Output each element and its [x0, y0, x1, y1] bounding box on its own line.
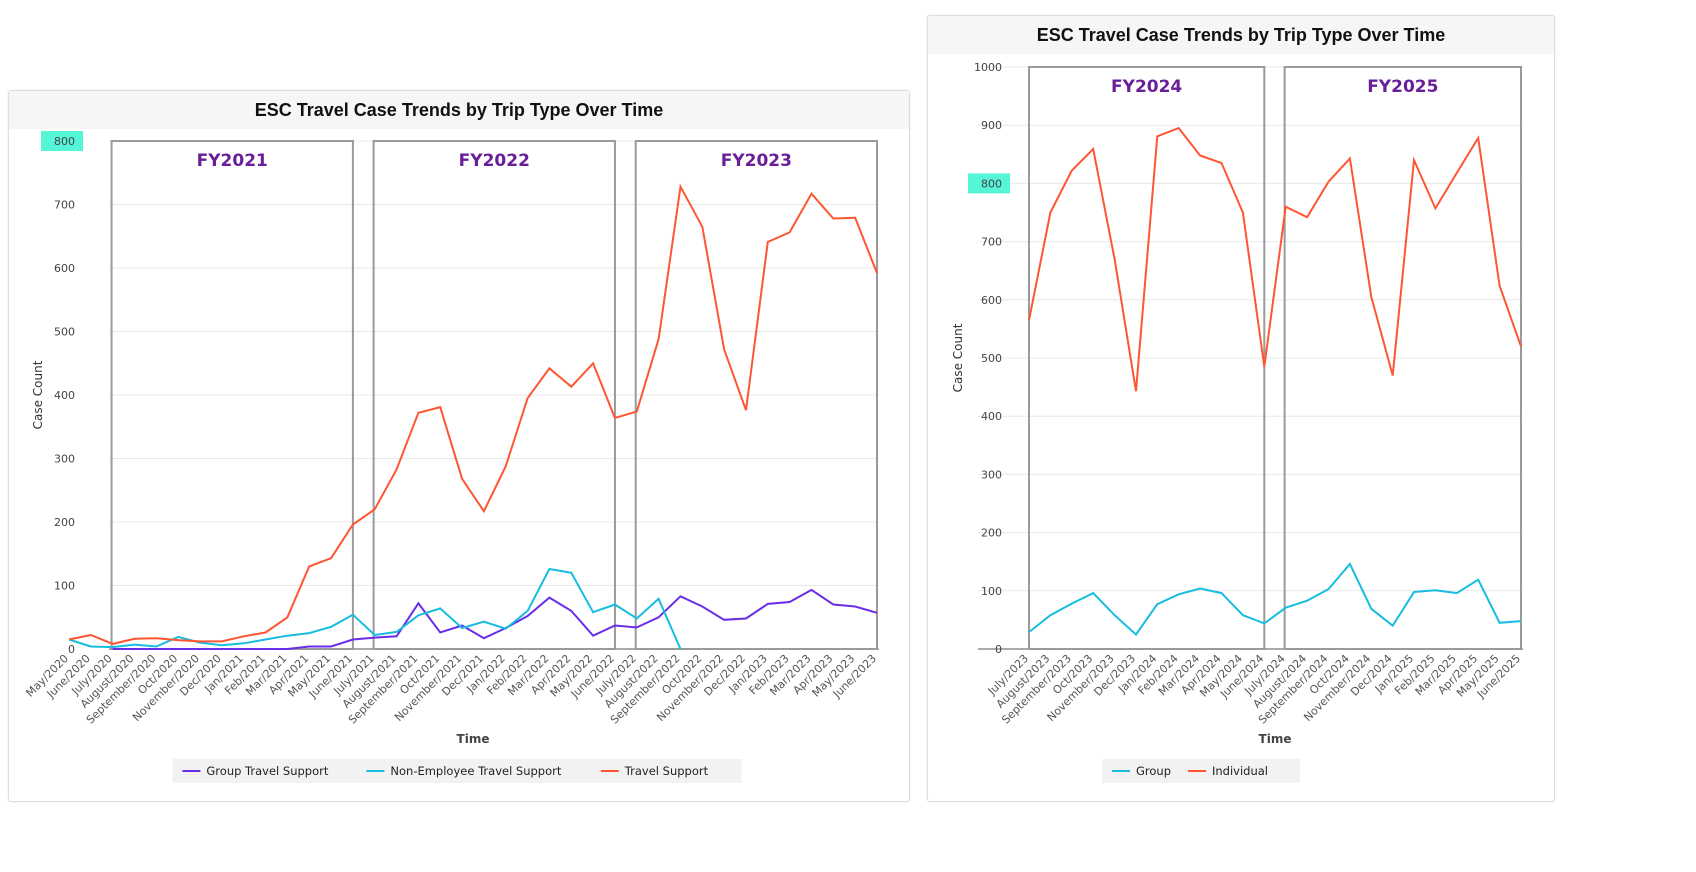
series-line-individual	[1028, 126, 1522, 392]
y-tick-label: 700	[981, 236, 1002, 249]
x-axis-title: Time	[457, 732, 490, 746]
fiscal-year-label: FY2023	[721, 151, 792, 171]
y-tick-label: 0	[995, 643, 1002, 656]
y-axis-title: Case Count	[951, 323, 965, 392]
y-tick-label: 100	[54, 580, 75, 593]
legend-label: Group	[1136, 764, 1171, 778]
y-tick-label: 200	[54, 516, 75, 529]
y-tick-label: 400	[981, 410, 1002, 423]
y-tick-label: 1000	[974, 61, 1002, 74]
series-line-group	[1028, 562, 1522, 636]
series-line-group-travel-support	[112, 588, 878, 650]
fiscal-year-label: FY2022	[459, 151, 530, 171]
highlight-marker	[968, 173, 1010, 194]
y-axis-title: Case Count	[31, 360, 45, 429]
highlight-marker	[41, 131, 83, 151]
y-tick-label: 800	[54, 135, 75, 148]
chart-title: ESC Travel Case Trends by Trip Type Over…	[9, 91, 909, 129]
fiscal-year-frame	[1028, 66, 1266, 650]
x-axis-title: Time	[1259, 732, 1292, 746]
y-tick-label: 0	[68, 643, 75, 656]
y-tick-label: 600	[54, 262, 75, 275]
chart-title: ESC Travel Case Trends by Trip Type Over…	[928, 16, 1554, 54]
legend-label: Individual	[1212, 764, 1268, 778]
y-tick-label: 500	[54, 326, 75, 339]
y-tick-label: 300	[54, 453, 75, 466]
fiscal-year-frame	[634, 140, 878, 650]
legend-label: Travel Support	[624, 764, 709, 778]
series-line-travel-support	[68, 183, 878, 645]
y-tick-label: 900	[981, 119, 1002, 132]
chart-card-fy2024-fy2025: ESC Travel Case Trends by Trip Type Over…	[927, 15, 1555, 802]
fiscal-year-frame	[372, 140, 616, 650]
legend	[172, 759, 742, 783]
y-tick-label: 300	[981, 468, 1002, 481]
legend-label: Group Travel Support	[206, 764, 328, 778]
y-tick-label: 700	[54, 199, 75, 212]
y-tick-label: 600	[981, 294, 1002, 307]
legend-label: Non-Employee Travel Support	[390, 764, 561, 778]
y-tick-label: 400	[54, 389, 75, 402]
y-tick-label: 100	[981, 585, 1002, 598]
fiscal-year-label: FY2025	[1367, 77, 1438, 97]
chart-card-fy2021-fy2023: ESC Travel Case Trends by Trip Type Over…	[8, 90, 910, 802]
y-tick-label: 200	[981, 527, 1002, 540]
fiscal-year-label: FY2021	[197, 151, 268, 171]
y-tick-label: 500	[981, 352, 1002, 365]
line-chart-2: 0 100 200 300 400 500 600 700 800 900 1000 FY2024 FY…	[951, 61, 1523, 783]
line-chart-1: 0 100 200 300 400 500 600 700 800 FY2021 FY2022 FY2…	[23, 131, 879, 783]
fiscal-year-label: FY2024	[1111, 77, 1182, 97]
fiscal-year-frame	[1283, 66, 1523, 650]
y-tick-label: 800	[981, 177, 1002, 190]
